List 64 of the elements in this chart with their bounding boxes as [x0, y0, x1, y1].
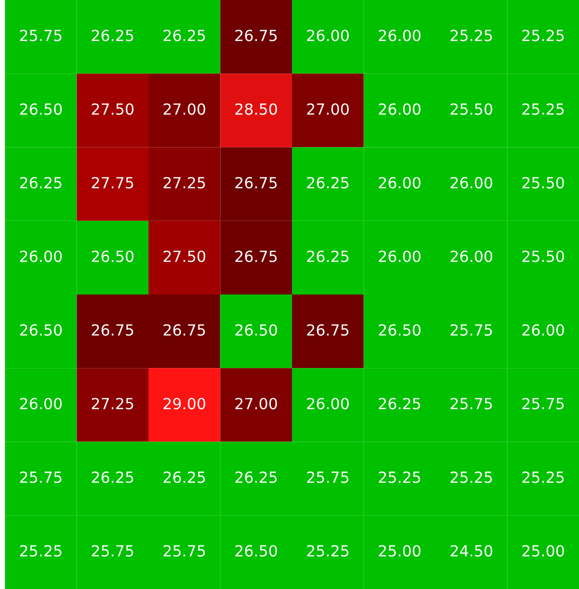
data-label: 26.00: [307, 30, 349, 42]
data-label: 26.50: [235, 324, 277, 336]
data-label: 25.50: [450, 103, 492, 115]
data-label: 25.75: [20, 30, 62, 42]
data-label: 26.00: [378, 250, 420, 262]
data-label: 26.75: [164, 324, 205, 336]
data-label: 27.25: [164, 176, 205, 188]
data-label: 26.25: [164, 471, 205, 483]
data-label: 26.25: [235, 471, 277, 483]
data-label: 26.25: [92, 471, 134, 483]
data-label: 25.25: [378, 471, 420, 483]
data-label: 26.75: [235, 30, 277, 42]
data-label: 25.25: [450, 30, 492, 42]
data-label: 24.50: [450, 545, 492, 557]
data-label: 25.25: [522, 103, 564, 115]
data-label: 25.25: [20, 545, 62, 557]
data-label: 26.25: [307, 250, 348, 262]
data-label: 26.25: [164, 30, 205, 42]
data-label: 27.00: [307, 103, 349, 115]
data-label: 26.25: [378, 398, 420, 410]
data-label: 25.75: [450, 324, 492, 336]
data-label: 26.00: [307, 398, 349, 410]
data-label: 26.25: [20, 176, 62, 188]
data-label: 25.75: [20, 471, 62, 483]
data-label: 26.50: [92, 250, 134, 262]
data-label: 26.00: [450, 176, 492, 188]
data-label: 26.00: [378, 176, 420, 188]
data-label: 27.25: [92, 398, 134, 410]
data-label: 26.00: [378, 103, 420, 115]
data-label: 26.50: [235, 545, 277, 557]
data-label: 25.75: [522, 398, 564, 410]
data-label: 25.25: [522, 30, 564, 42]
data-label: 29.00: [164, 398, 206, 410]
data-label: 25.75: [164, 545, 205, 557]
data-label: 27.00: [235, 398, 277, 410]
data-label: 26.75: [235, 250, 277, 262]
data-label: 28.50: [235, 103, 277, 115]
data-label: 26.50: [20, 103, 62, 115]
data-label: 26.75: [235, 176, 277, 188]
data-label: 26.50: [378, 324, 420, 336]
data-label: 25.25: [307, 545, 348, 557]
data-label: 26.00: [378, 30, 420, 42]
data-label: 25.75: [92, 545, 134, 557]
data-label: 25.75: [307, 471, 348, 483]
data-label: 25.00: [522, 545, 564, 557]
data-label: 25.25: [522, 471, 564, 483]
data-label: 26.75: [92, 324, 134, 336]
data-label: 27.00: [164, 103, 206, 115]
data-label: 26.25: [307, 176, 348, 188]
data-label: 25.75: [450, 398, 492, 410]
data-label: 25.25: [450, 471, 492, 483]
data-label: 25.50: [522, 250, 564, 262]
data-label: 27.75: [92, 176, 134, 188]
data-label: 25.00: [378, 545, 420, 557]
data-label: 27.50: [92, 103, 134, 115]
data-label: 26.75: [307, 324, 348, 336]
data-label: 26.00: [20, 250, 62, 262]
data-label: 25.50: [522, 176, 564, 188]
data-label: 26.00: [522, 324, 564, 336]
data-label: 26.50: [20, 324, 62, 336]
data-label: 26.25: [92, 30, 134, 42]
data-label: 26.00: [450, 250, 492, 262]
data-label: 27.50: [164, 250, 206, 262]
data-label: 26.00: [20, 398, 62, 410]
